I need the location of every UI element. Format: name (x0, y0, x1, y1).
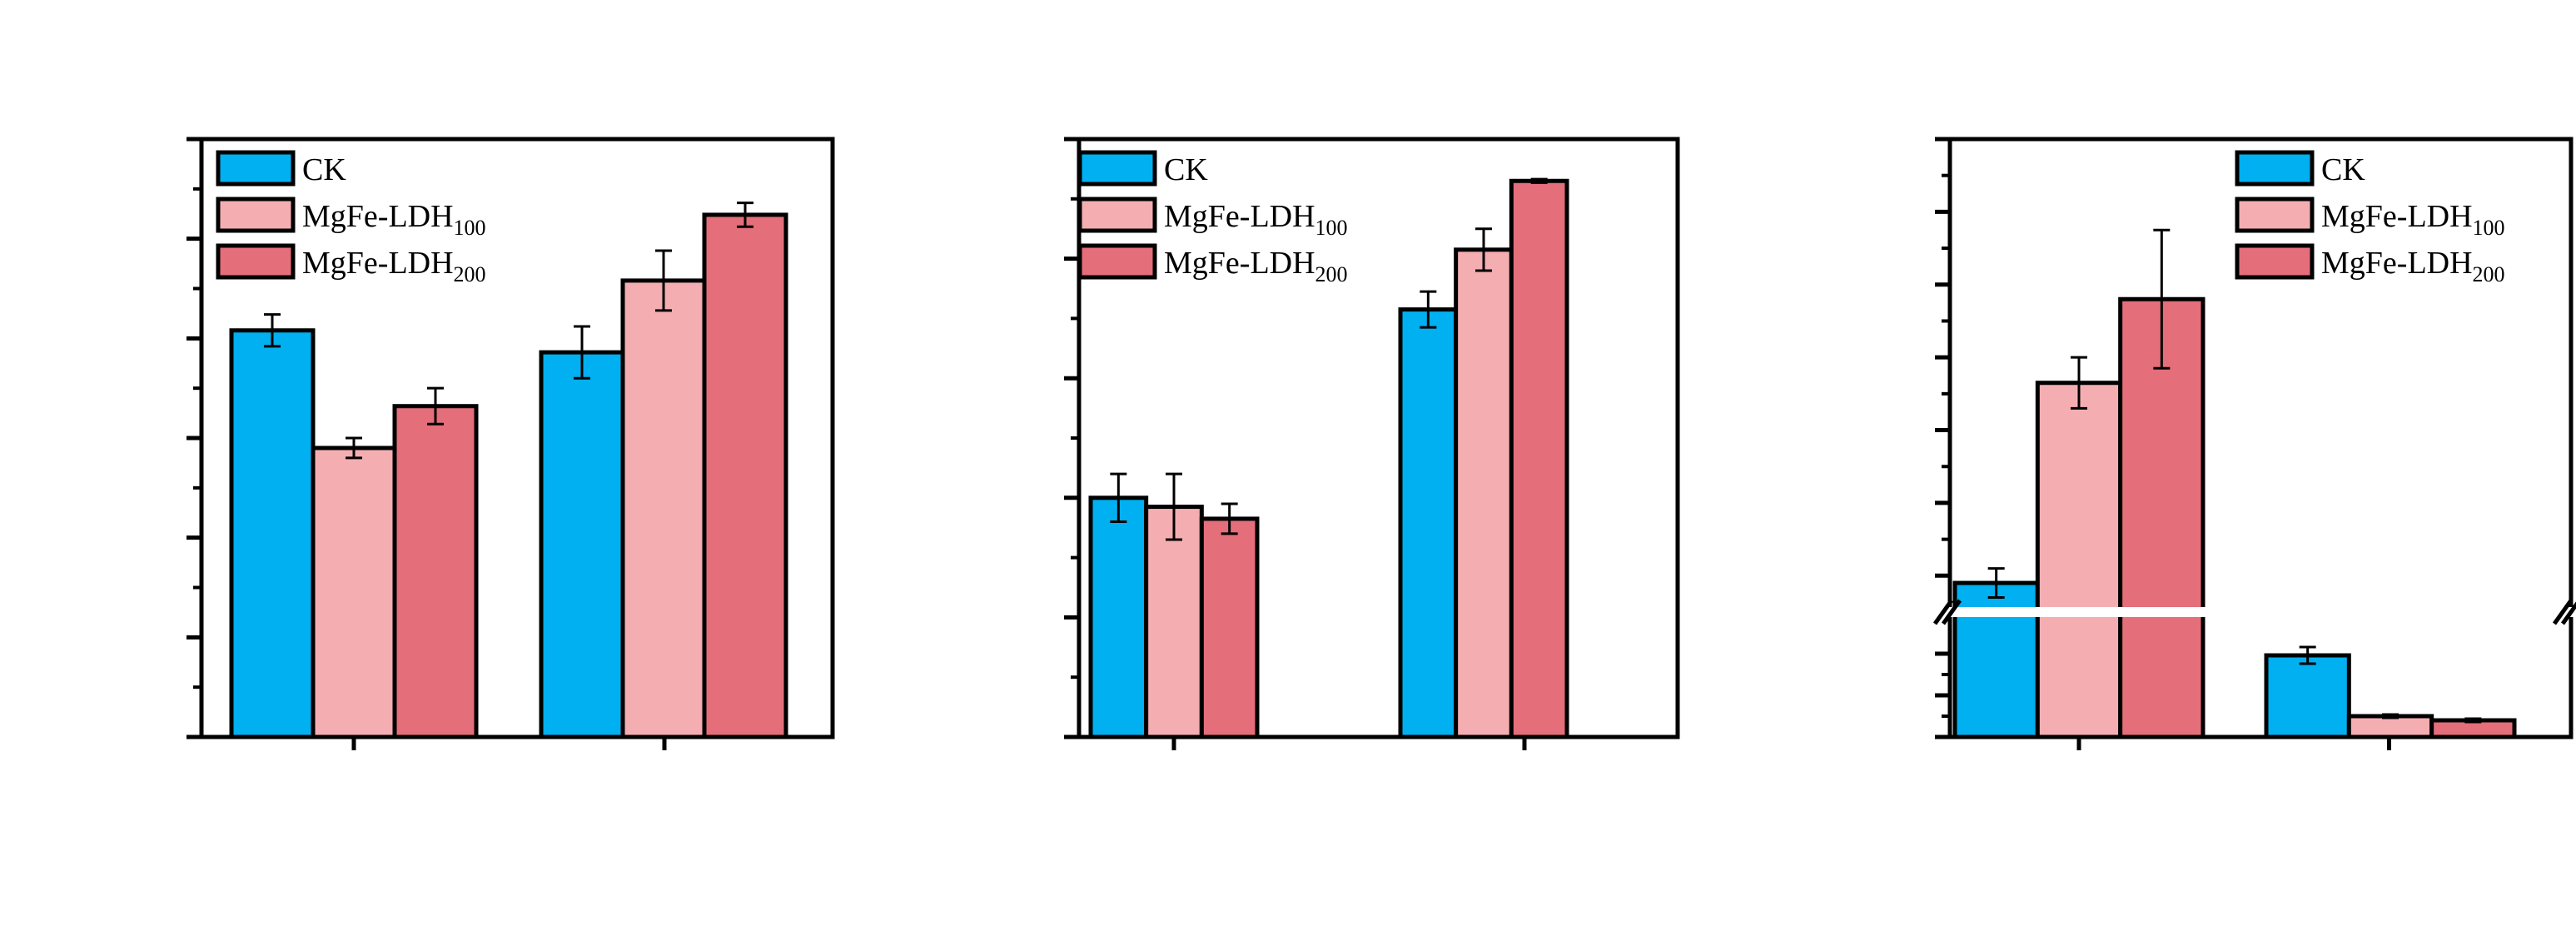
legend-label: MgFe-LDH100 (2321, 199, 2505, 240)
bar (2264, 653, 2351, 739)
legend-label-subscript: 100 (1315, 216, 1348, 240)
bar (1398, 307, 1459, 739)
bar (1454, 247, 1514, 739)
legend-swatch (2235, 243, 2315, 280)
legend-label-subscript: 200 (2473, 262, 2505, 286)
axis-break-mark (1941, 599, 1962, 625)
axis-frame (1947, 137, 2574, 739)
legend-label-text: MgFe-LDH (2321, 246, 2473, 281)
legend-swatch (2235, 150, 2315, 187)
bar (1952, 580, 2040, 739)
bar (702, 212, 788, 739)
legend-label-text: MgFe-LDH (1164, 199, 1315, 234)
legend-swatch (1077, 243, 1157, 280)
legend-label: CK (302, 152, 346, 187)
legend-label-subscript: 200 (454, 262, 486, 286)
legend-label-text: MgFe-LDH (2321, 199, 2473, 234)
legend-label-text: MgFe-LDH (302, 199, 454, 234)
bar (2118, 296, 2206, 739)
axis-break-mark (1932, 599, 1954, 625)
legend-label-subscript: 100 (2473, 216, 2505, 240)
axis-break-mark (2560, 601, 2576, 625)
bar (392, 404, 479, 739)
legend-label: MgFe-LDH200 (1164, 246, 1348, 286)
legend-label-text: CK (302, 152, 346, 187)
bar (311, 446, 397, 739)
bar (229, 328, 316, 739)
legend-swatch (216, 243, 296, 280)
bar (539, 350, 625, 739)
legend-swatch (1077, 197, 1157, 233)
legend-label: MgFe-LDH100 (302, 199, 486, 240)
legend-label: MgFe-LDH100 (1164, 199, 1348, 240)
bar (620, 278, 707, 739)
bar (2035, 381, 2123, 739)
legend-label-subscript: 100 (454, 216, 486, 240)
legend-label-text: CK (2321, 152, 2365, 187)
legend-label: MgFe-LDH200 (2321, 246, 2505, 286)
axis-break-band (1940, 607, 2576, 617)
bar (1144, 505, 1204, 739)
legend-label-subscript: 200 (1315, 262, 1348, 286)
legend-label-text: CK (1164, 152, 1208, 187)
legend-swatch (216, 150, 296, 187)
legend-swatch (2235, 197, 2315, 233)
bar (1199, 516, 1260, 739)
axis-break-mark (2552, 599, 2574, 625)
legend-label: MgFe-LDH200 (302, 246, 486, 286)
legend-swatch (216, 197, 296, 233)
bar (2346, 714, 2434, 739)
legend-swatch (1077, 150, 1157, 187)
legend-label: CK (1164, 152, 1208, 187)
bar (1088, 495, 1149, 739)
bar (1509, 178, 1569, 739)
legend-label-text: MgFe-LDH (302, 246, 454, 281)
legend-label: CK (2321, 152, 2365, 187)
legend-label-text: MgFe-LDH (1164, 246, 1315, 281)
